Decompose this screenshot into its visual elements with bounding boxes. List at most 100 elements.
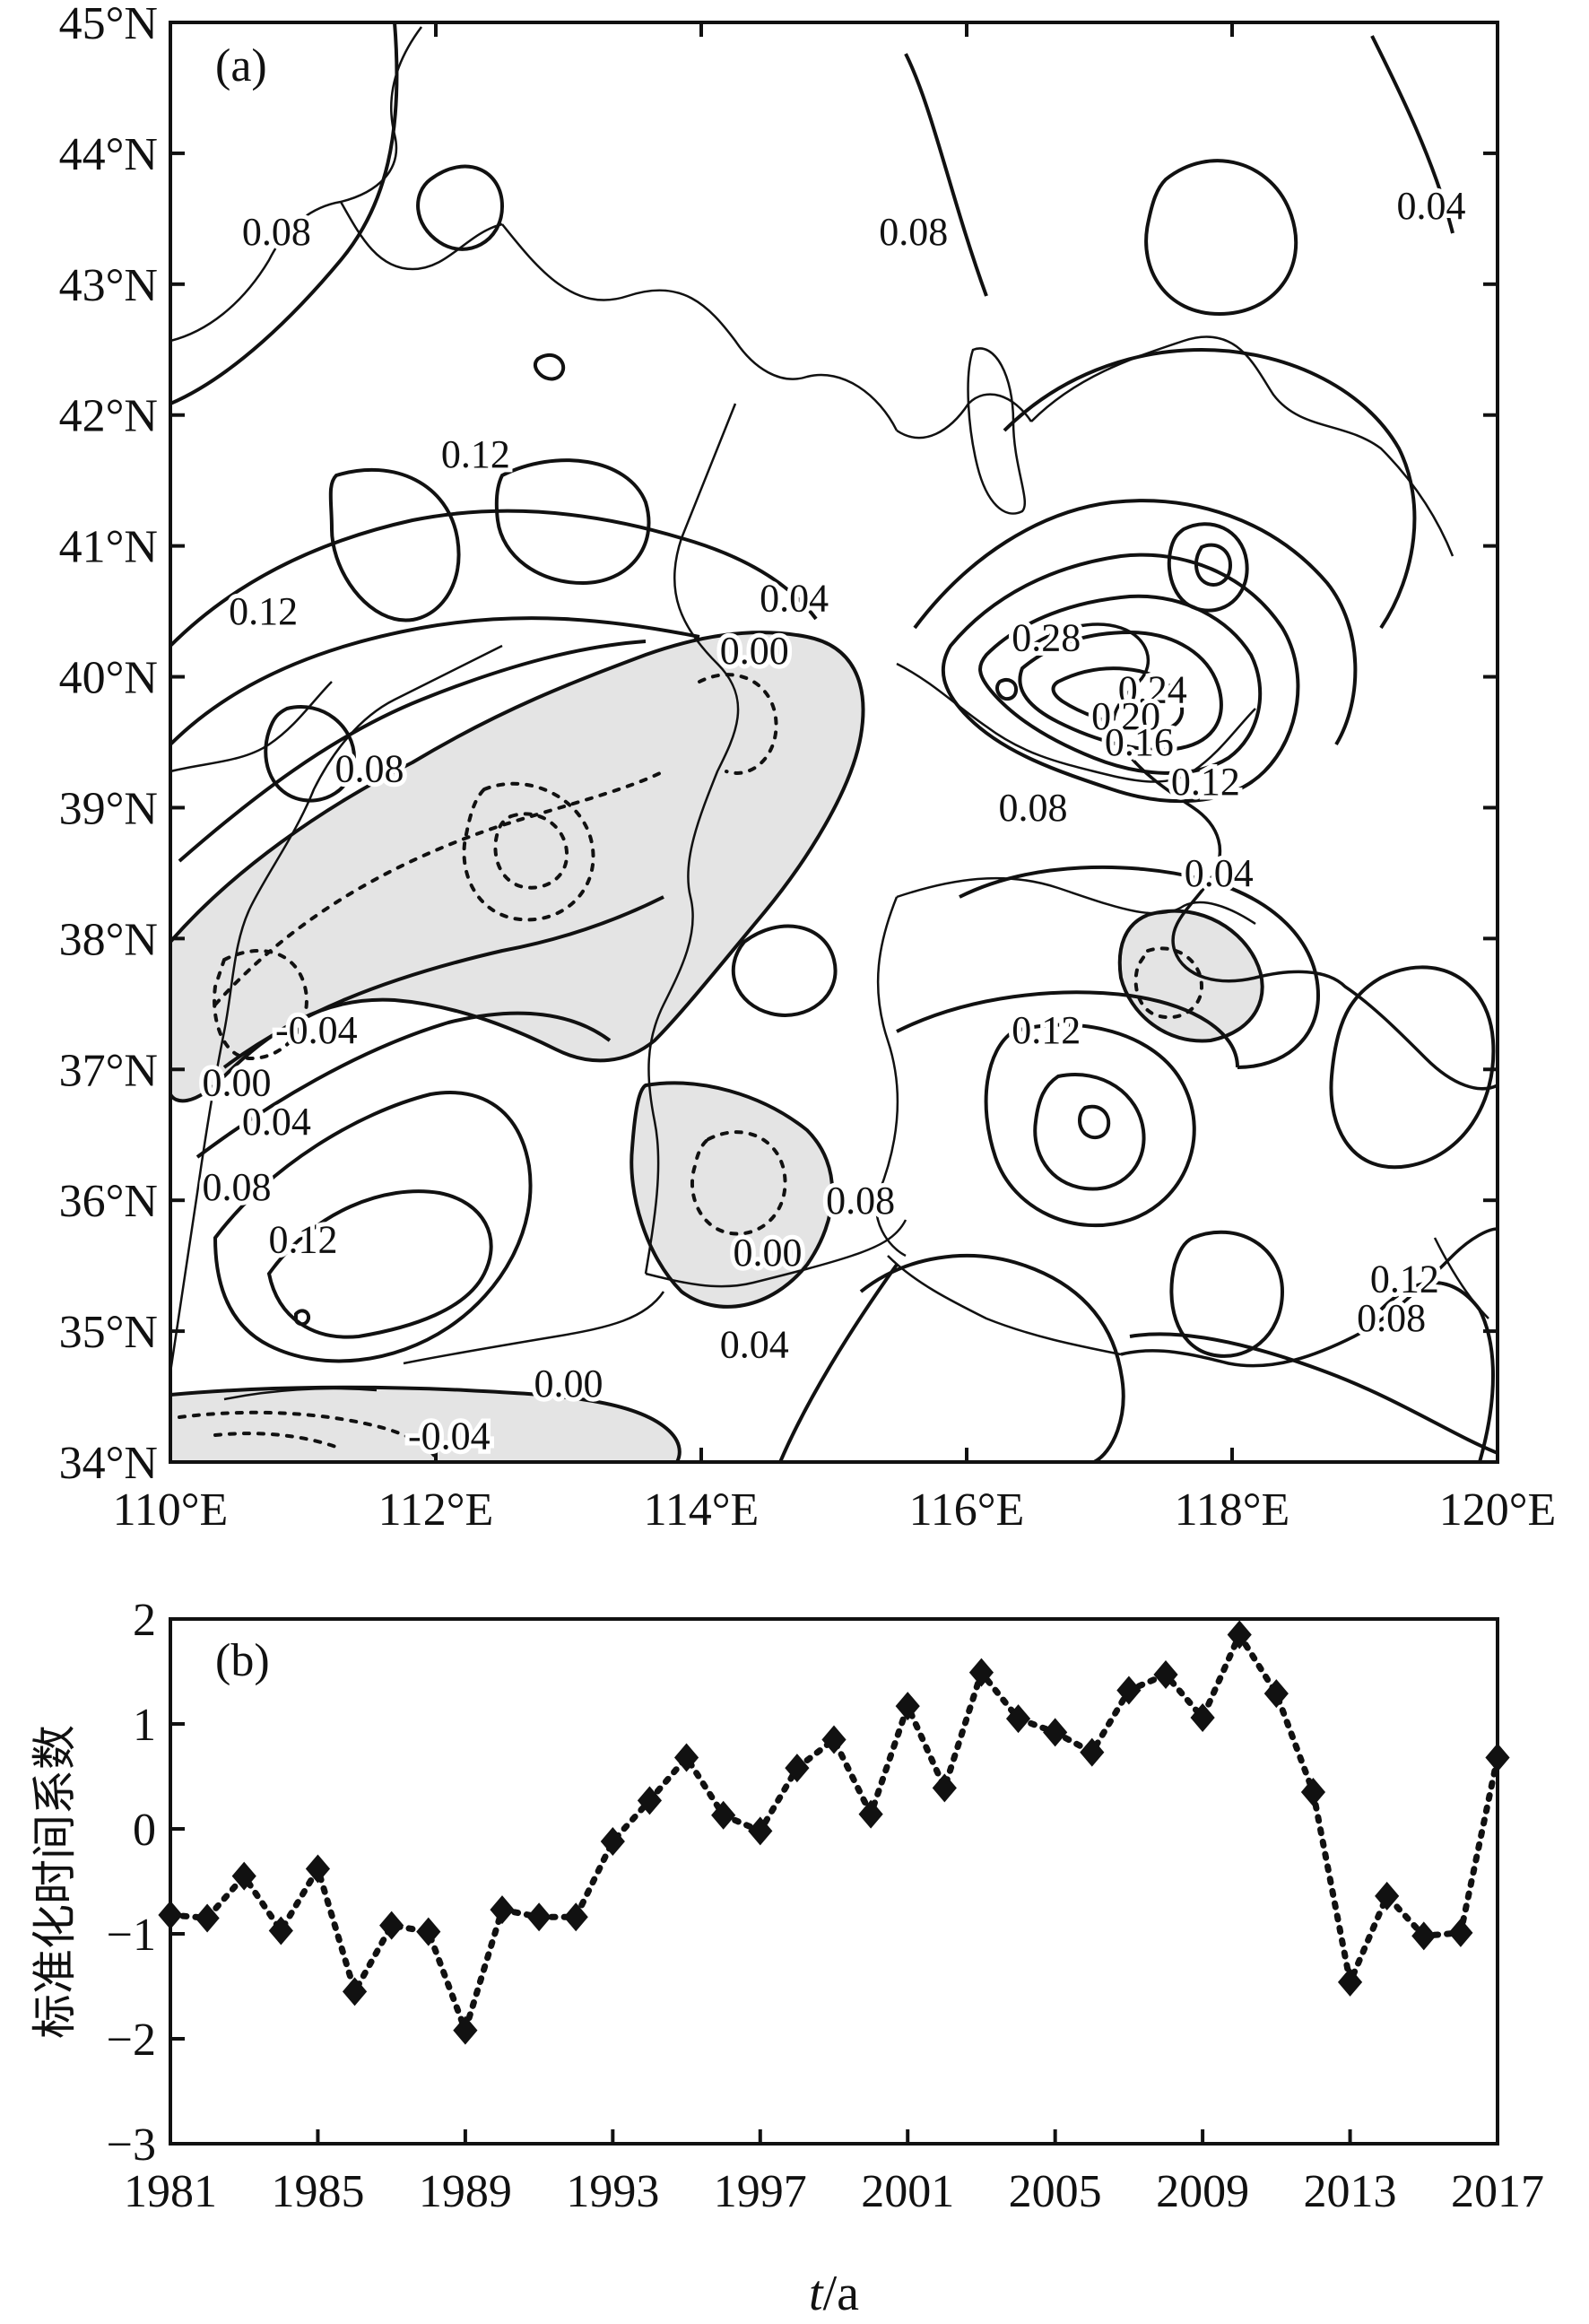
map-y-tick-label: 42°N	[59, 391, 158, 442]
data-point-marker	[158, 1900, 183, 1929]
ts-y-tick-label: 0	[133, 1805, 156, 1856]
data-point-marker	[453, 2015, 478, 2045]
contour-label: 0.04	[720, 1322, 789, 1366]
contour-label: 0.00	[203, 1060, 272, 1104]
contour-label: 0.20	[1091, 694, 1160, 738]
map-x-tick-label: 120°E	[1439, 1484, 1557, 1536]
contour-label: 0.28	[1012, 615, 1081, 659]
map-y-tick-label: 35°N	[59, 1307, 158, 1358]
coastline	[1030, 622, 1498, 1368]
contour-label: 0.04	[760, 577, 829, 621]
ts-x-tick-label: 2017	[1451, 2166, 1544, 2217]
panel-b-timeseries: 1981 1985 1989 1993 1997 2001 2005 2009 2013 2017…	[29, 1595, 1544, 2321]
data-point-marker	[932, 1773, 957, 1803]
contour-label: 0.12	[1171, 760, 1240, 804]
map-y-tick-label: 44°N	[59, 129, 158, 180]
map-ticks	[169, 21, 1499, 1464]
data-point-marker	[673, 1743, 699, 1772]
data-point-marker	[231, 1861, 256, 1891]
map-y-tick-label: 34°N	[59, 1438, 158, 1489]
series-markers	[158, 1620, 1510, 2045]
contour-label: 0.00	[734, 1231, 803, 1275]
map-y-tick-label: 45°N	[59, 0, 158, 49]
timeseries-y-tick-labels: 2 1 0 −1 −2 −3	[107, 1595, 156, 2171]
data-point-marker	[416, 1917, 441, 1946]
province-boundaries	[170, 26, 1489, 1401]
contour-label: 0.08	[999, 786, 1068, 830]
contour-label: 0.08	[335, 746, 404, 790]
data-point-marker	[1080, 1737, 1105, 1767]
data-point-marker	[1116, 1676, 1142, 1705]
x-axis-title-unit: /a	[823, 2266, 860, 2321]
ts-y-tick-label: 2	[133, 1595, 156, 1646]
data-point-marker	[1005, 1704, 1031, 1734]
data-point-marker	[968, 1658, 994, 1687]
contour-label: -0.04	[408, 1414, 491, 1458]
contour-label: 0.24	[1118, 668, 1187, 712]
ts-x-tick-label: 1985	[271, 2166, 364, 2217]
contour-label: 0.04	[1185, 851, 1254, 895]
contour-label: 0.16	[1105, 720, 1174, 764]
ts-x-tick-label: 2001	[861, 2166, 954, 2217]
ts-x-tick-label: 2005	[1009, 2166, 1102, 2217]
data-point-marker	[1227, 1620, 1252, 1649]
data-point-marker	[1043, 1718, 1068, 1747]
contour-label: 0.12	[441, 432, 510, 476]
contour-label: 0.08	[203, 1165, 272, 1209]
data-point-marker	[1263, 1679, 1289, 1709]
map-y-tick-label: 43°N	[59, 260, 158, 311]
contour-label: 0.12	[229, 589, 298, 633]
negative-shading	[170, 631, 1264, 1462]
data-point-marker	[526, 1902, 551, 1932]
data-point-marker	[305, 1854, 331, 1884]
map-x-tick-label: 118°E	[1175, 1484, 1290, 1536]
data-point-marker	[1448, 1918, 1473, 1947]
contour-label: 0.12	[1370, 1257, 1439, 1301]
contour-label: 0.04	[242, 1100, 311, 1144]
data-point-marker	[379, 1911, 404, 1940]
data-point-marker	[563, 1902, 588, 1932]
contour-label: -0.04	[275, 1008, 358, 1052]
contour-label: 0.12	[269, 1218, 338, 1262]
panel-a-map: 110°E 112°E 114°E 116°E 118°E 120°E 34°N35°N3…	[59, 0, 1557, 1536]
map-y-tick-label: 41°N	[59, 522, 158, 573]
data-point-marker	[1153, 1660, 1178, 1690]
timeseries-frame	[169, 1617, 1499, 2146]
ts-x-tick-label: 1997	[714, 2166, 807, 2217]
ts-y-tick-label: −3	[107, 2119, 156, 2171]
timeseries-x-tick-labels: 1981 1985 1989 1993 1997 2001 2005 2009 2013 2017	[124, 2166, 1544, 2217]
data-point-marker	[895, 1692, 920, 1721]
map-x-tick-labels: 110°E 112°E 114°E 116°E 118°E 120°E	[113, 1484, 1557, 1536]
map-y-tick-label: 38°N	[59, 914, 158, 965]
data-point-marker	[600, 1827, 625, 1857]
ts-x-tick-label: 2013	[1304, 2166, 1397, 2217]
data-point-marker	[748, 1816, 773, 1846]
data-point-marker	[858, 1799, 883, 1829]
data-point-marker	[1190, 1702, 1215, 1732]
panel-a-tag: (a)	[215, 40, 267, 91]
shaded-region-east	[1117, 909, 1264, 1043]
data-point-marker	[342, 1977, 368, 2006]
map-y-tick-label: 39°N	[59, 783, 158, 834]
contour-label: 0.04	[1397, 184, 1466, 228]
ts-x-tick-label: 1981	[124, 2166, 217, 2217]
ts-y-tick-label: 1	[133, 1700, 156, 1751]
map-y-tick-label: 37°N	[59, 1045, 158, 1096]
x-axis-title-italic: t	[809, 2266, 824, 2321]
map-x-tick-label: 116°E	[909, 1484, 1025, 1536]
ts-y-tick-label: −1	[107, 1910, 156, 1961]
solid-contours	[170, 22, 1498, 1462]
contour-label: 0.00	[534, 1362, 603, 1406]
ts-y-tick-label: −2	[107, 2015, 156, 2066]
data-point-marker	[1300, 1778, 1326, 1807]
data-point-marker	[1485, 1743, 1510, 1772]
data-point-marker	[1337, 1967, 1363, 1997]
ts-x-tick-label: 2009	[1156, 2166, 1249, 2217]
map-content	[170, 22, 1498, 1462]
data-point-marker	[785, 1754, 810, 1783]
map-y-tick-label: 40°N	[59, 653, 158, 704]
map-y-tick-label: 36°N	[59, 1176, 158, 1227]
ts-x-tick-label: 1989	[419, 2166, 512, 2217]
map-frame	[169, 21, 1499, 1464]
data-point-marker	[490, 1895, 515, 1925]
